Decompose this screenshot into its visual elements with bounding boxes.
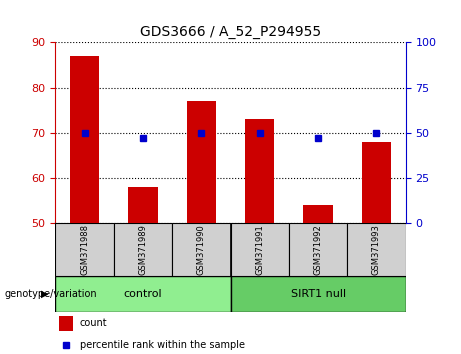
Bar (187, 101, 216, 223)
Bar (59, 316, 73, 331)
Bar (70, 56, 99, 223)
Bar (128, 187, 158, 223)
Bar (172, 223, 230, 276)
Text: GSM371991: GSM371991 (255, 224, 264, 275)
Bar (245, 119, 274, 223)
Text: count: count (80, 318, 107, 329)
Bar (362, 142, 391, 223)
Bar (289, 223, 347, 276)
Bar (230, 223, 289, 276)
Text: GSM371988: GSM371988 (80, 224, 89, 275)
Bar (303, 205, 333, 223)
Text: ▶: ▶ (41, 289, 48, 299)
Title: GDS3666 / A_52_P294955: GDS3666 / A_52_P294955 (140, 25, 321, 39)
Bar (55, 223, 114, 276)
Text: GSM371990: GSM371990 (197, 224, 206, 275)
Text: GSM371992: GSM371992 (313, 224, 323, 275)
Bar (347, 223, 406, 276)
Text: SIRT1 null: SIRT1 null (290, 289, 346, 299)
Text: control: control (124, 289, 162, 299)
Bar (114, 223, 172, 276)
Text: GSM371993: GSM371993 (372, 224, 381, 275)
Text: GSM371989: GSM371989 (138, 224, 148, 275)
Text: genotype/variation: genotype/variation (5, 289, 97, 299)
Text: percentile rank within the sample: percentile rank within the sample (80, 339, 245, 350)
Bar (230, 276, 406, 312)
Bar (55, 276, 230, 312)
